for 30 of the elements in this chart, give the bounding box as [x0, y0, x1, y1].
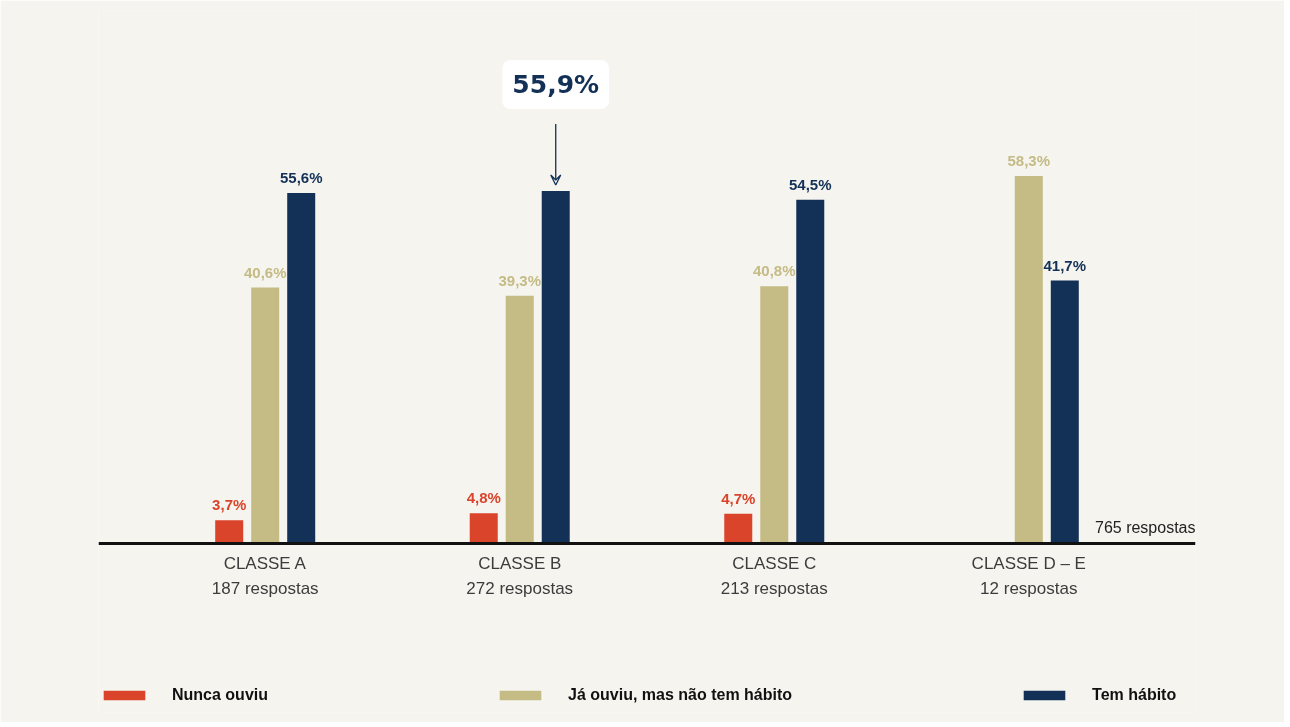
bar — [1050, 280, 1079, 544]
data-label: 58,3% — [1007, 151, 1051, 169]
annotation: 765 respostas — [1094, 518, 1196, 536]
bar — [251, 287, 280, 544]
bar — [796, 199, 825, 544]
data-label: 3,7% — [212, 496, 247, 514]
x-tick-label: CLASSE D – E 12 respostas — [971, 553, 1086, 599]
data-label: 40,8% — [753, 262, 796, 280]
x-tick-label: CLASSE A 187 respostas — [211, 553, 319, 599]
x-tick-label: CLASSE B 272 respostas — [466, 553, 574, 599]
data-label: 54,5% — [789, 175, 832, 193]
bar — [760, 286, 789, 544]
bar — [215, 520, 244, 544]
bar — [541, 191, 570, 544]
bar — [1014, 175, 1043, 544]
data-label: 4,7% — [721, 489, 756, 507]
bar — [287, 192, 316, 544]
legend-label: Nunca ouviu — [172, 686, 269, 704]
data-label: 40,6% — [243, 263, 287, 281]
data-label: 39,3% — [498, 271, 542, 289]
data-label: 55,6% — [279, 168, 323, 186]
data-label: 4,8% — [466, 489, 501, 507]
legend-label: Tem hábito — [1092, 686, 1177, 704]
legend-label: Já ouviu, mas não tem hábito — [568, 686, 793, 704]
bar — [505, 295, 534, 544]
text: 55,9% — [512, 70, 600, 100]
bar — [469, 513, 498, 544]
data-label: 41,7% — [1043, 256, 1087, 274]
x-tick-label: CLASSE C 213 respostas — [720, 553, 828, 599]
bar — [724, 513, 753, 544]
